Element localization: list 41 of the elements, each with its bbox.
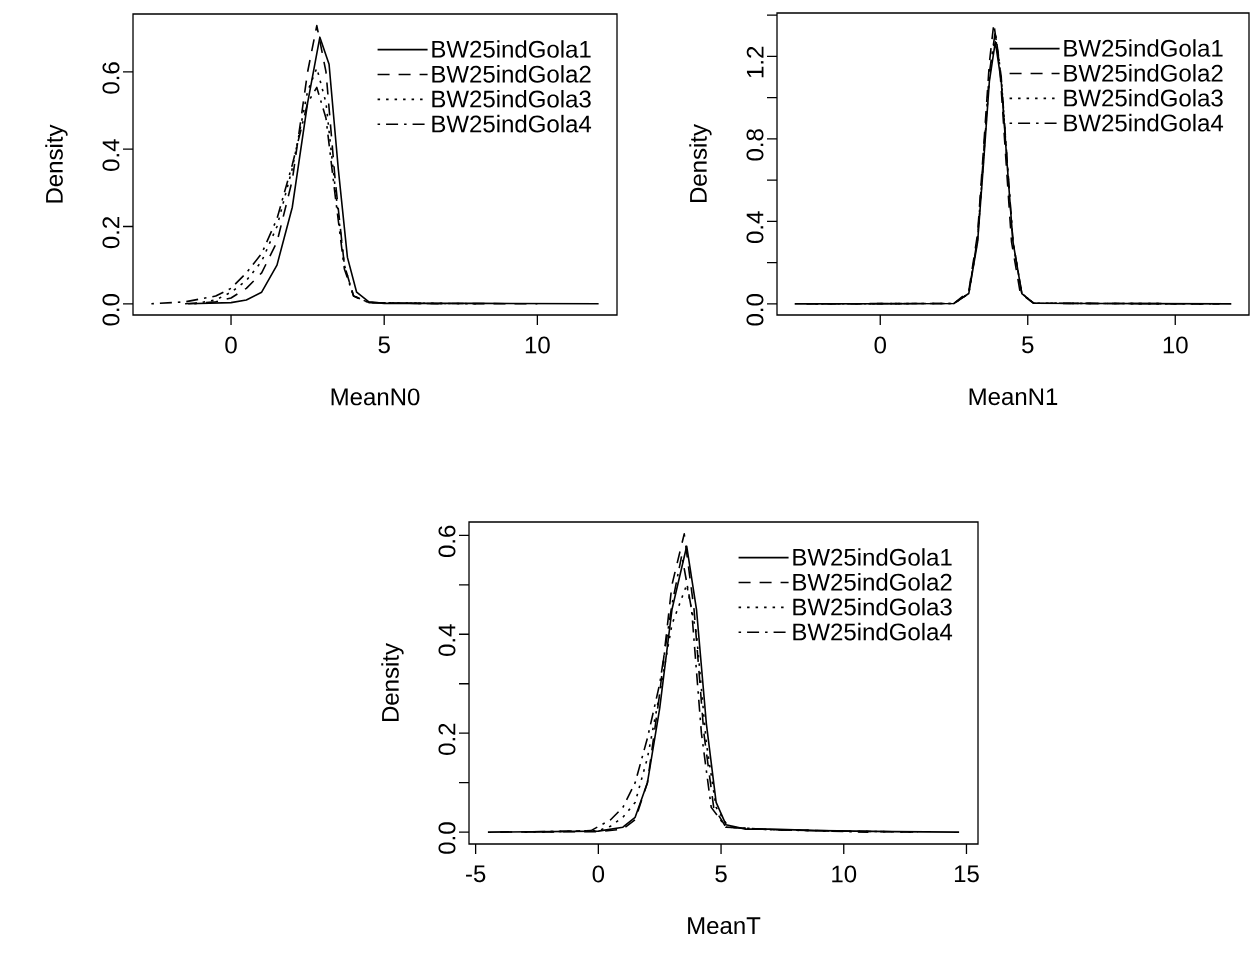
x-tick-label: 10 bbox=[1163, 336, 1188, 354]
legend-label: BW25indGola4 bbox=[793, 622, 953, 641]
x-axis-title: MeanN0 bbox=[331, 388, 420, 406]
legend-label: BW25indGola3 bbox=[432, 89, 591, 108]
legend-label: BW25indGola2 bbox=[793, 573, 952, 591]
x-tick-label: 10 bbox=[832, 865, 857, 883]
legend-label: BW25indGola1 bbox=[793, 548, 952, 566]
legend-label: BW25indGola3 bbox=[1064, 88, 1223, 107]
y-axis-title: Density bbox=[689, 124, 712, 203]
x-tick-label: 0 bbox=[225, 336, 237, 354]
x-tick-label: -5 bbox=[466, 865, 486, 883]
x-tick-label: 5 bbox=[1022, 336, 1034, 354]
legend-label: BW25indGola1 bbox=[1064, 39, 1223, 57]
legend-label: BW25indGola2 bbox=[432, 65, 591, 83]
legend-label: BW25indGola3 bbox=[793, 597, 952, 616]
x-axis-title: MeanN1 bbox=[969, 388, 1058, 406]
x-tick-label: 15 bbox=[954, 865, 979, 883]
y-tick-label: 0.0 bbox=[746, 294, 764, 326]
legend-label: BW25indGola4 bbox=[1064, 113, 1224, 132]
y-tick-label: 0.6 bbox=[102, 62, 120, 94]
y-tick-label: 1.2 bbox=[746, 46, 764, 78]
y-tick-label: 0.0 bbox=[438, 822, 456, 854]
y-axis-title: Density bbox=[45, 124, 68, 203]
y-tick-label: 0.6 bbox=[438, 525, 456, 558]
legend-label: BW25indGola2 bbox=[1064, 64, 1223, 82]
x-axis-title: MeanT bbox=[688, 917, 761, 935]
y-tick-label: 0.4 bbox=[746, 211, 764, 244]
y-tick-label: 0.2 bbox=[438, 723, 456, 755]
y-axis-title: Density bbox=[381, 643, 404, 722]
legend-label: BW25indGola1 bbox=[432, 40, 591, 58]
x-tick-label: 0 bbox=[874, 336, 886, 354]
x-tick-label: 10 bbox=[525, 336, 550, 354]
x-tick-label: 5 bbox=[378, 336, 390, 354]
y-tick-label: 0.8 bbox=[746, 129, 764, 161]
y-tick-label: 0.4 bbox=[102, 139, 120, 171]
legend-label: BW25indGola4 bbox=[432, 114, 592, 133]
y-tick-label: 0.4 bbox=[438, 624, 456, 656]
x-tick-label: 5 bbox=[715, 865, 727, 883]
y-tick-label: 0.0 bbox=[102, 294, 120, 326]
x-tick-label: 0 bbox=[592, 865, 605, 883]
y-tick-label: 0.2 bbox=[102, 217, 120, 249]
